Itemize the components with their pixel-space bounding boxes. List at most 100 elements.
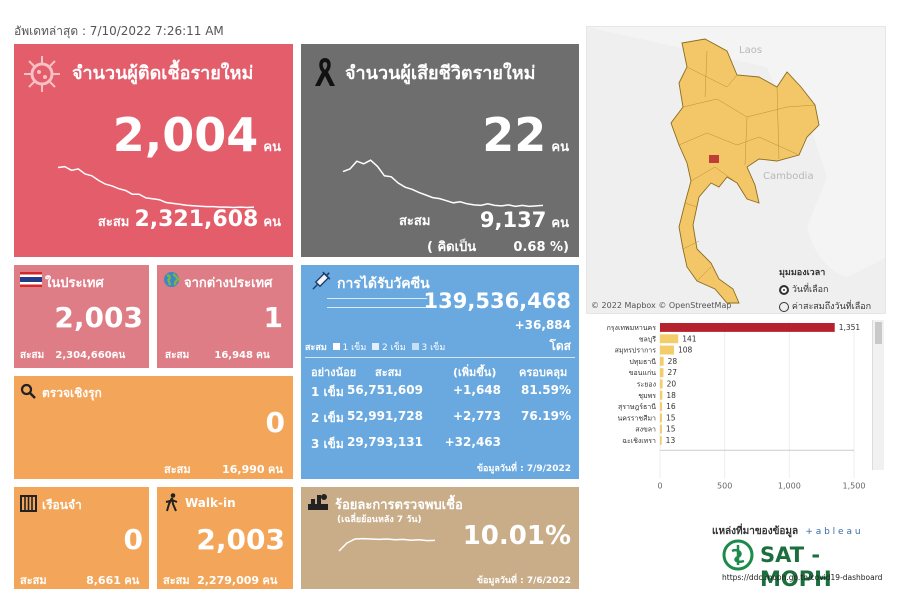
active-cum-value: 16,990 (222, 463, 265, 476)
bar-data-label: 28 (668, 357, 678, 366)
vaccine-col-cum: สะสม (375, 366, 402, 379)
virus-icon (24, 56, 60, 92)
vaccine-col-inc: (เพิ่มขึ้น) (453, 366, 497, 379)
province-bar[interactable] (660, 368, 664, 378)
vaccine-dose-unit: โดส (549, 339, 571, 353)
province-bar[interactable] (660, 413, 662, 423)
domestic-card[interactable]: ในประเทศ 2,003 สะสม 2,304,660คน (14, 265, 149, 368)
radio-cumulative[interactable]: ค่าสะสมถึงวันที่เลือก (779, 299, 871, 313)
bar-data-label: 27 (667, 368, 677, 377)
province-bar[interactable] (660, 402, 663, 411)
vaccine-total: 139,536,468 (423, 289, 571, 313)
prison-value: 0 (123, 523, 143, 556)
domestic-cum-label: สะสม (20, 350, 45, 361)
abroad-cum-unit: คน (256, 350, 270, 361)
province-bar[interactable] (660, 424, 662, 434)
thailand-map[interactable]: Laos Cambodia © 2022 Mapbox © OpenStreet… (586, 26, 886, 314)
vaccine-col-cov: ครอบคลุม (519, 366, 568, 379)
sources-label: แหล่งที่มาของข้อมูล (712, 526, 799, 537)
bar-category-label: สุราษฎร์ธานี (618, 403, 656, 411)
legend-dose-3: 3 เข็ม (409, 343, 445, 353)
abroad-cum-label: สะสม (165, 350, 190, 361)
sources-url[interactable]: https://ddc.moph.go.th/covid19-dashboard (722, 573, 883, 582)
new-deaths-card[interactable]: จำนวนผู้เสียชีวิตรายใหม่ 22 คน สะสม 9,13… (301, 44, 579, 257)
province-bar[interactable] (660, 356, 664, 366)
prison-cum-label: สะสม (20, 574, 47, 587)
vaccine-row: 1 เข็ม 56,751,609 +1,648 81.59% (301, 383, 579, 401)
sat-moph-brand: SAT - MOPH (760, 543, 832, 591)
x-tick-label: 1,500 (843, 481, 866, 490)
last-updated: อัพเดทล่าสุด : 7/10/2022 7:26:11 AM (14, 24, 224, 38)
positivity-card[interactable]: ร้อยละการตรวจพบเชื้อ (เฉลี่ยย้อนหลัง 7 ว… (301, 487, 579, 589)
globe-icon (163, 271, 180, 288)
province-bar[interactable] (660, 379, 663, 389)
vaccine-legend-label: สะสม (305, 343, 327, 353)
province-bar[interactable] (660, 334, 679, 344)
walkin-value: 2,003 (196, 523, 285, 556)
new-deaths-trend (342, 159, 544, 208)
new-cases-title: จำนวนผู้ติดเชื้อรายใหม่ (72, 63, 254, 84)
vaccine-row-dose: 2 เข็ม (311, 411, 344, 425)
bar-category-label: ชุมพร (638, 392, 656, 400)
legend-dose-1: 1 เข็ม (330, 343, 366, 353)
thai-flag-icon (20, 272, 42, 287)
map-time-legend: มุมมองเวลา วันที่เลือก ค่าสะสมถึงวันที่เ… (779, 265, 871, 313)
province-bars: กรุงเทพมหานคร 1,351 ชลบุรี 141 สมุทรปราการ 10… (607, 322, 866, 490)
bar-category-label: ปทุมธานี (629, 358, 656, 366)
vaccine-row-dose: 1 เข็ม (311, 385, 344, 399)
positivity-date: ข้อมูลวันที่ : 7/6/2022 (476, 576, 571, 586)
province-bar[interactable] (660, 345, 674, 355)
walkin-card[interactable]: Walk-in 2,003 สะสม 2,279,009 คน (157, 487, 293, 589)
province-bar-chart[interactable]: กรุงเทพมหานคร 1,351 ชลบุรี 141 สมุทรปราการ 10… (586, 318, 886, 504)
moph-logo-icon (722, 539, 754, 571)
map-label-laos: Laos (739, 45, 762, 56)
province-bar[interactable] (660, 390, 663, 400)
abroad-cum-value: 16,948 (214, 350, 253, 361)
abroad-title: จากต่างประเทศ (184, 276, 273, 291)
active-cum-label: สะสม (164, 463, 191, 476)
bar-category-label: สงขลา (635, 426, 656, 434)
prison-card[interactable]: เรือนจำ 0 สะสม 8,661 คน (14, 487, 149, 589)
bar-category-label: ขอนแก่น (629, 369, 657, 377)
bar-data-label: 1,351 (839, 323, 861, 332)
vaccine-title: การได้รับวัคซีน (337, 276, 430, 292)
bar-category-label: ระยอง (637, 381, 656, 389)
province-map[interactable]: Laos Cambodia (587, 27, 886, 314)
active-cum-unit: คน (268, 463, 283, 476)
bar-data-label: 15 (666, 413, 676, 422)
vaccine-card[interactable]: การได้รับวัคซีน 139,536,468 +36,884 สะสม… (301, 265, 579, 479)
province-bar[interactable] (660, 436, 662, 445)
walkin-title: Walk-in (185, 496, 236, 510)
vaccine-row-cum: 29,793,131 (347, 435, 423, 449)
bar-data-label: 13 (666, 436, 676, 445)
bar-category-label: นครราชสีมา (618, 414, 657, 422)
positivity-subtitle: (เฉลี่ยย้อนหลัง 7 วัน) (337, 515, 422, 525)
domestic-title: ในประเทศ (45, 276, 104, 291)
lab-test-icon (308, 494, 328, 510)
ribbon-icon (315, 58, 335, 86)
domestic-cum-value: 2,304,660 (55, 350, 112, 361)
new-cases-value: 2,004 (112, 108, 259, 162)
vaccine-date: ข้อมูลวันที่ : 7/9/2022 (476, 464, 571, 474)
cases-cum-unit: คน (263, 215, 281, 230)
deaths-cum-label: สะสม (399, 214, 431, 229)
magnifier-icon (20, 383, 36, 399)
bar-category-label: สมุทรปราการ (615, 347, 657, 355)
map-copyright: © 2022 Mapbox © OpenStreetMap (591, 301, 732, 310)
abroad-card[interactable]: จากต่างประเทศ 1 สะสม 16,948 คน (157, 265, 293, 368)
bar-category-label: กรุงเทพมหานคร (607, 324, 657, 332)
tableau-logo: + a b l e a u (805, 527, 861, 537)
province-bar[interactable] (660, 323, 835, 332)
deaths-pct-label: ( คิดเป็น (427, 240, 477, 255)
radio-selected-day[interactable]: วันที่เลือก (779, 282, 871, 296)
positivity-trend (338, 537, 436, 552)
active-finding-card[interactable]: ตรวจเชิงรุก 0 สะสม 16,990 คน (14, 376, 293, 479)
domestic-value: 2,003 (54, 301, 143, 334)
chart-scrollbar[interactable] (872, 320, 884, 470)
new-cases-card[interactable]: จำนวนผู้ติดเชื้อรายใหม่ 2,004 คน สะสม 2,… (14, 44, 293, 257)
walkin-cum-value: 2,279,009 (197, 574, 260, 587)
vaccine-row-cov: 76.19% (521, 409, 571, 423)
cases-cum-value: 2,321,608 (134, 207, 259, 232)
vaccine-row: 3 เข็ม 29,793,131 +32,463 (301, 435, 579, 453)
vaccine-row-inc: +32,463 (444, 435, 501, 449)
